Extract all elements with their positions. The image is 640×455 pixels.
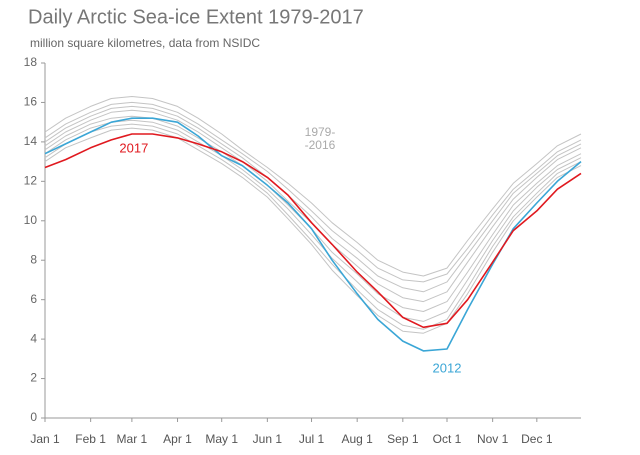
- background-line: [44, 105, 582, 293]
- series-line: [44, 133, 582, 329]
- x-tick-label: Dec 1: [521, 432, 553, 446]
- chart-subtitle: million square kilometres, data from NSI…: [30, 36, 260, 50]
- x-tick-label: Sep 1: [387, 432, 419, 446]
- y-tick-label: 14: [24, 134, 38, 148]
- y-tick-label: 4: [30, 331, 37, 345]
- x-tick-label: Aug 1: [341, 432, 373, 446]
- y-tick-label: 6: [30, 292, 37, 306]
- background-line: [44, 101, 582, 283]
- annotation: 1979-: [305, 125, 336, 139]
- series-label: 2017: [119, 140, 148, 155]
- y-tick-label: 10: [24, 213, 38, 227]
- y-tick-label: 8: [30, 252, 37, 266]
- x-tick-label: Oct 1: [433, 432, 462, 446]
- annotation: -2016: [305, 138, 336, 152]
- x-tick-label: Mar 1: [117, 432, 148, 446]
- y-tick-label: 0: [30, 410, 37, 424]
- series-line: [44, 117, 582, 352]
- x-tick-label: Jan 1: [30, 432, 60, 446]
- background-line: [44, 119, 582, 322]
- background-line: [44, 123, 582, 330]
- y-tick-label: 2: [30, 371, 37, 385]
- y-tick-label: 18: [24, 55, 38, 69]
- y-tick-label: 16: [24, 95, 38, 109]
- x-tick-label: Apr 1: [163, 432, 192, 446]
- x-tick-label: Feb 1: [75, 432, 106, 446]
- series-label: 2012: [433, 360, 462, 375]
- x-tick-label: Jun 1: [253, 432, 283, 446]
- chart-title: Daily Arctic Sea-ice Extent 1979-2017: [28, 6, 364, 28]
- y-tick-label: 12: [24, 174, 38, 188]
- x-tick-label: May 1: [205, 432, 238, 446]
- x-tick-label: Nov 1: [477, 432, 509, 446]
- background-line: [44, 96, 582, 277]
- x-tick-label: Jul 1: [299, 432, 325, 446]
- background-line: [44, 127, 582, 334]
